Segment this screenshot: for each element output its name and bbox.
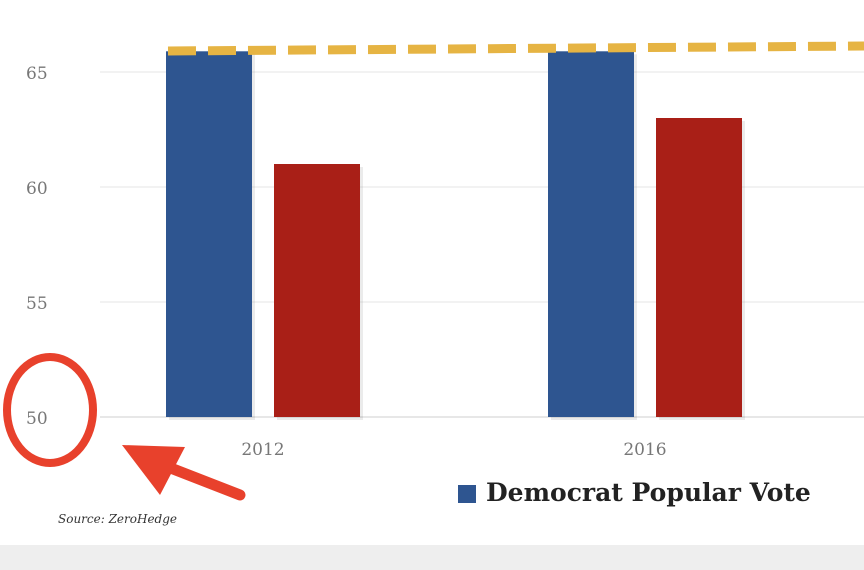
legend: Democrat Popular Vote: [458, 478, 811, 507]
y-tick-60: 60: [26, 179, 48, 199]
y-tick-50: 50: [26, 409, 48, 429]
reference-dashed-line: [167, 41, 864, 56]
bar-2016-s0: [548, 51, 634, 418]
legend-label-democrat: Democrat Popular Vote: [486, 478, 811, 507]
arrow-head: [122, 445, 185, 495]
bar-2012-s1: [274, 164, 360, 417]
x-tick-labels: 2012 2016: [241, 440, 666, 460]
reference-line: [167, 41, 864, 56]
y-tick-labels: 50 55 60 65: [26, 64, 48, 429]
x-tick-2012: 2012: [241, 440, 284, 460]
legend-swatch-democrat: [458, 484, 476, 503]
y-tick-55: 55: [26, 294, 48, 314]
bar-2016-s1: [656, 118, 742, 417]
bars: [166, 51, 745, 421]
bottom-strip: [0, 545, 864, 570]
highlight-circle: [3, 353, 97, 467]
x-tick-2016: 2016: [623, 440, 666, 460]
y-tick-65: 65: [26, 64, 48, 84]
bar-2012-s0: [166, 51, 252, 418]
annotation-overlay: [3, 353, 246, 501]
source-note: Source: ZeroHedge: [58, 512, 178, 526]
